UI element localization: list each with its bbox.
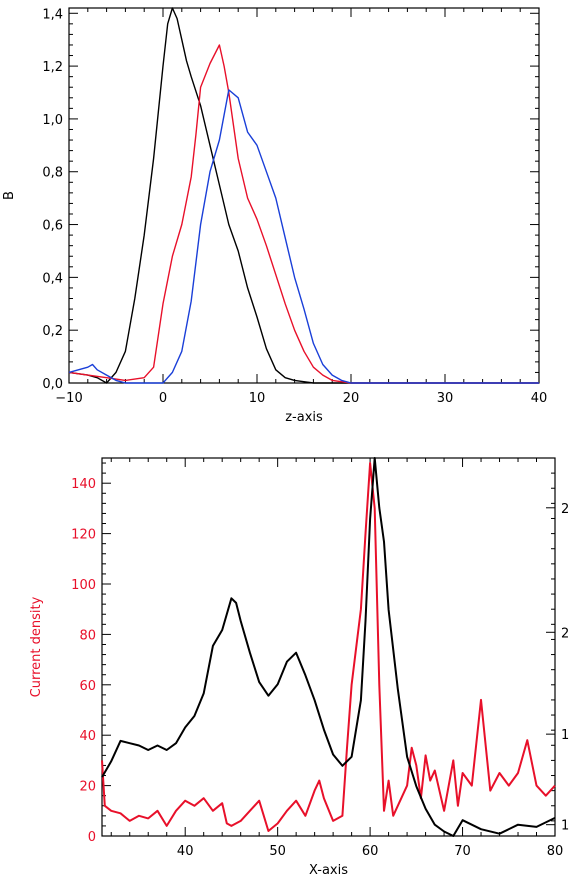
right-y-tick-label: 2 — [561, 502, 569, 517]
y-tick-label: 1,0 — [42, 113, 63, 128]
chart-magnetic-field: −10 0 10 20 30 40 0,0 0,2 0,4 0,6 0,8 1,0 1,2 1,4 z-a… — [2, 7, 547, 425]
y-tick-label: 120 — [71, 528, 96, 543]
tick-marks — [102, 457, 556, 837]
x-axis-label: z-axis — [285, 410, 323, 425]
right-y-tick-label: 2 — [561, 626, 569, 641]
tick-labels: −10 0 10 20 30 40 0,0 0,2 0,4 0,6 0,8 1,0 1,2 1,4 — [42, 7, 547, 406]
y-tick-label: 0,8 — [42, 166, 63, 181]
y-tick-label: 60 — [79, 679, 96, 694]
x-tick-label: 10 — [249, 391, 266, 406]
series-line-0 — [68, 7, 539, 384]
y-tick-label: 0,2 — [42, 324, 63, 339]
series-line-2 — [68, 89, 539, 384]
x-tick-label: 0 — [159, 391, 167, 406]
y-tick-label: 140 — [71, 477, 96, 492]
x-tick-label: 20 — [343, 391, 360, 406]
series-line-1 — [101, 457, 556, 837]
y-tick-label: 40 — [79, 729, 96, 744]
x-tick-label: 80 — [547, 844, 564, 859]
x-tick-label: 30 — [437, 391, 454, 406]
y-tick-label: 20 — [79, 780, 96, 795]
y-tick-label: 0,6 — [42, 219, 63, 234]
y-tick-label: 1,2 — [42, 60, 63, 75]
y-axis-label: B — [2, 191, 17, 200]
series-lines — [68, 7, 539, 384]
tick-labels: 40 50 60 70 80 0 20 40 60 80 100 120 140 1 1 2 2 — [71, 477, 569, 859]
series-line-0 — [101, 462, 556, 832]
x-tick-label: −10 — [55, 391, 82, 406]
y-tick-label: 0 — [88, 830, 96, 845]
y-tick-label: 1,4 — [42, 7, 63, 22]
x-tick-label: 40 — [177, 844, 194, 859]
x-tick-label: 50 — [269, 844, 286, 859]
x-tick-label: 40 — [531, 391, 548, 406]
y-tick-label: 0,0 — [42, 377, 63, 392]
y-tick-label: 100 — [71, 578, 96, 593]
x-tick-label: 70 — [454, 844, 471, 859]
series-lines — [101, 457, 556, 837]
series-line-1 — [68, 44, 539, 384]
y-tick-label: 80 — [79, 628, 96, 643]
tick-marks — [68, 8, 540, 384]
y-tick-label: 0,4 — [42, 271, 63, 286]
x-tick-label: 60 — [362, 844, 379, 859]
x-axis-label: X-axis — [309, 863, 348, 878]
right-y-tick-label: 1 — [561, 819, 569, 834]
right-y-tick-label: 1 — [561, 728, 569, 743]
plot-frame — [68, 7, 540, 384]
plot-frame — [101, 457, 556, 837]
y-axis-label: Current density — [29, 596, 44, 697]
